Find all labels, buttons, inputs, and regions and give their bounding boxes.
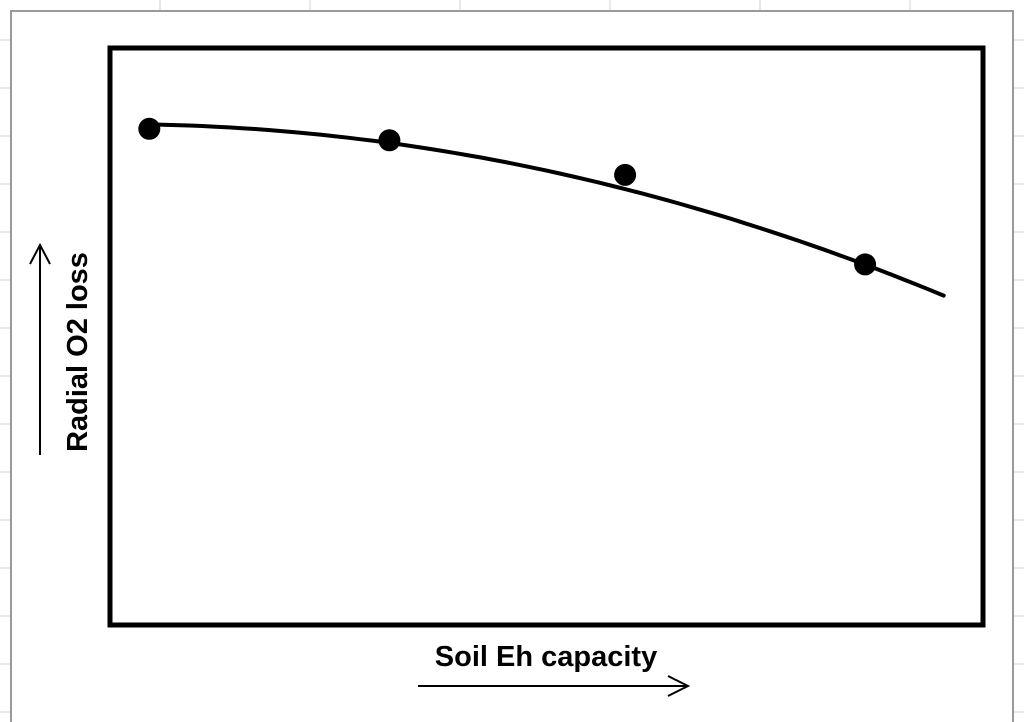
data-point — [378, 129, 401, 152]
plot-area-border — [107, 45, 986, 628]
data-point — [854, 253, 877, 276]
chart-frame — [10, 10, 1014, 722]
y-axis-arrow — [29, 242, 51, 455]
trendline-layer — [147, 122, 946, 298]
data-point — [614, 163, 637, 186]
data-point — [138, 117, 161, 140]
x-axis-title: Soil Eh capacity — [435, 641, 657, 673]
y-axis-title: Radial O2 loss — [62, 252, 94, 452]
x-axis-arrow — [418, 675, 691, 697]
trendline — [147, 122, 946, 298]
data-points-layer — [138, 117, 877, 276]
